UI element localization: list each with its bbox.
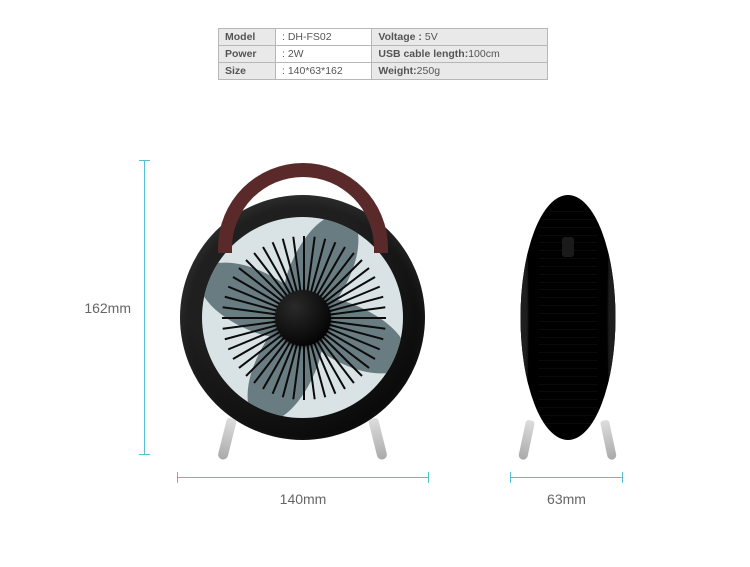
dimension-height: 162mm bbox=[95, 160, 145, 455]
spec-label: USB cable length:100cm bbox=[372, 46, 548, 63]
spec-label: Weight:250g bbox=[372, 63, 548, 80]
dimension-depth: 63mm bbox=[510, 477, 623, 517]
spec-value: : 140*63*162 bbox=[276, 63, 372, 80]
clip-icon bbox=[562, 237, 574, 257]
product-front-view bbox=[180, 195, 425, 440]
spec-label: Model bbox=[219, 29, 276, 46]
product-side-view bbox=[500, 195, 635, 440]
spec-label: Voltage : 5V bbox=[372, 29, 548, 46]
dimension-label: 162mm bbox=[84, 300, 131, 316]
dimension-label: 63mm bbox=[547, 491, 586, 507]
spec-label: Size bbox=[219, 63, 276, 80]
dimension-width: 140mm bbox=[177, 477, 429, 517]
table-row: Power : 2W USB cable length:100cm bbox=[219, 46, 548, 63]
strap-icon bbox=[218, 163, 388, 253]
spec-value: : 2W bbox=[276, 46, 372, 63]
foot-icon bbox=[600, 420, 617, 461]
figure-area: 162mm 140mm 63mm bbox=[0, 155, 750, 567]
dimension-label: 140mm bbox=[280, 491, 327, 507]
table-row: Size : 140*63*162 Weight:250g bbox=[219, 63, 548, 80]
foot-icon bbox=[217, 417, 237, 460]
spec-value: : DH-FS02 bbox=[276, 29, 372, 46]
spec-label: Power bbox=[219, 46, 276, 63]
spec-table: Model : DH-FS02 Voltage : 5V Power : 2W … bbox=[218, 28, 548, 80]
table-row: Model : DH-FS02 Voltage : 5V bbox=[219, 29, 548, 46]
foot-icon bbox=[368, 417, 388, 460]
